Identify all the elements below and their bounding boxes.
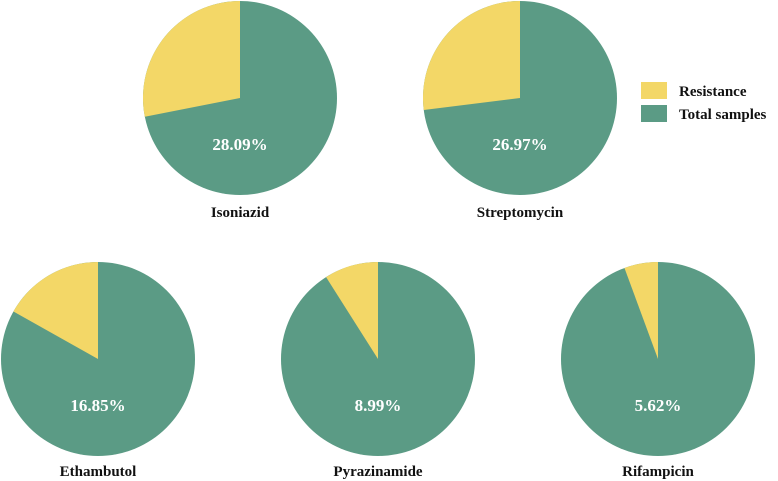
legend-swatch-total-samples	[641, 105, 667, 122]
pct-label-streptomycin: 26.97%	[492, 135, 547, 154]
slice-resistance-isoniazid	[142, 1, 240, 117]
pie-label-streptomycin: Streptomycin	[477, 205, 564, 221]
pie-pyrazinamide: 8.99% Pyrazinamide	[281, 262, 475, 480]
legend-label-total-samples: Total samples	[679, 107, 767, 123]
slice-resistance-pyrazinamide	[326, 262, 378, 359]
pct-label-ethambutol: 16.85%	[70, 396, 125, 415]
pie-label-pyrazinamide: Pyrazinamide	[333, 464, 422, 480]
pct-label-rifampicin: 5.62%	[635, 396, 682, 415]
pie-label-isoniazid: Isoniazid	[211, 205, 270, 221]
slice-resistance-streptomycin	[422, 0, 520, 110]
slice-resistance-ethambutol	[13, 262, 98, 359]
legend-swatch-resistance	[641, 82, 667, 99]
pie-isoniazid: 28.09% Isoniazid	[142, 1, 337, 221]
pie-ethambutol: 16.85% Ethambutol	[1, 262, 195, 480]
legend: Resistance Total samples	[641, 82, 767, 123]
pie-rifampicin: 5.62% Rifampicin	[561, 262, 755, 480]
pie-streptomycin: 26.97% Streptomycin	[422, 0, 617, 221]
pie-label-rifampicin: Rifampicin	[622, 464, 694, 480]
pie-group: 28.09% Isoniazid 26.97% Streptomycin 16.85% E…	[1, 0, 755, 480]
legend-label-resistance: Resistance	[679, 84, 747, 100]
slice-resistance-rifampicin	[624, 262, 658, 359]
pct-label-isoniazid: 28.09%	[212, 135, 267, 154]
pct-label-pyrazinamide: 8.99%	[355, 396, 402, 415]
pie-label-ethambutol: Ethambutol	[60, 464, 137, 480]
